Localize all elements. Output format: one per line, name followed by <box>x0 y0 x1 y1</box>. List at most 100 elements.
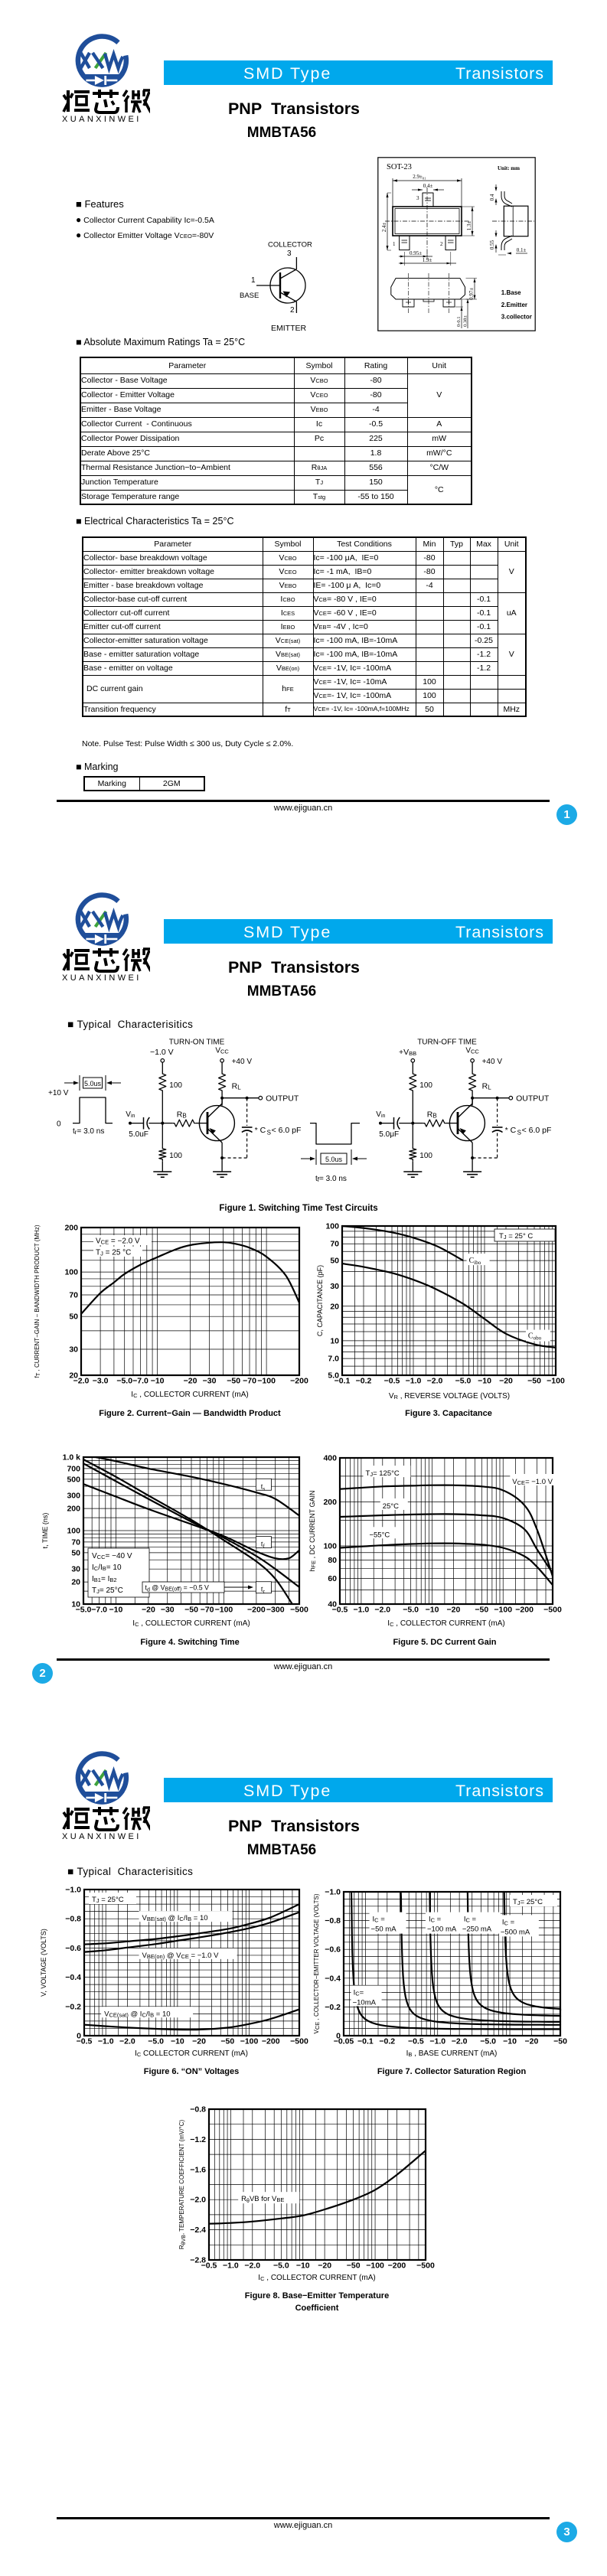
svg-text:2.4±: 2.4± <box>381 223 387 233</box>
svg-text:1.Base: 1.Base <box>501 289 521 296</box>
svg-text:VCE= −1.0 V: VCE= −1.0 V <box>512 1478 553 1486</box>
svg-text:+40 V: +40 V <box>482 1058 503 1066</box>
svg-text:−20: −20 <box>525 2037 539 2046</box>
svg-text:5.0μF: 5.0μF <box>379 1130 399 1139</box>
svg-text:100: 100 <box>67 1527 80 1536</box>
svg-text:−2.0: −2.0 <box>73 1377 90 1386</box>
svg-text:−100: −100 <box>494 1606 512 1615</box>
svg-text:−2.8: −2.8 <box>190 2256 206 2265</box>
svg-text:TURN-ON TIME: TURN-ON TIME <box>169 1039 225 1047</box>
svg-text:TJ= 25°C: TJ= 25°C <box>513 1898 543 1906</box>
svg-text:VCC: VCC <box>215 1047 229 1055</box>
svg-text:200: 200 <box>323 1498 337 1507</box>
svg-text:VCC= −40 V: VCC= −40 V <box>92 1552 132 1560</box>
svg-text:−5.0: −5.0 <box>76 1606 92 1615</box>
svg-text:* C: * C <box>505 1126 517 1135</box>
svg-text:−100: −100 <box>547 1377 565 1386</box>
svg-text:XUANXINWEI: XUANXINWEI <box>62 973 142 983</box>
svg-text:−2.0: −2.0 <box>427 1377 443 1386</box>
svg-text:−0.05: −0.05 <box>334 2037 354 2046</box>
svg-text:C, CAPACITANCE (pF): C, CAPACITANCE (pF) <box>316 1265 324 1336</box>
svg-text:−500: −500 <box>290 2037 308 2046</box>
svg-text:XUANXINWEI: XUANXINWEI <box>62 115 142 124</box>
svg-text:2.Emitter: 2.Emitter <box>501 302 527 308</box>
svg-text:Vin: Vin <box>376 1110 385 1119</box>
svg-text:−10: −10 <box>478 1377 491 1386</box>
svg-text:700: 700 <box>67 1464 80 1473</box>
svg-text:−30: −30 <box>161 1606 175 1615</box>
svg-text:−0.6: −0.6 <box>65 1944 81 1953</box>
svg-text:+VBB: +VBB <box>399 1048 416 1057</box>
svg-text:10: 10 <box>71 1600 80 1609</box>
svg-text:0.55: 0.55 <box>489 240 495 249</box>
svg-text:−5.0: −5.0 <box>273 2261 289 2271</box>
svg-text:−20: −20 <box>184 1377 197 1386</box>
svg-text:RL: RL <box>482 1082 492 1091</box>
svg-text:−0.5: −0.5 <box>332 1606 348 1615</box>
svg-text:−0.5: −0.5 <box>384 1377 400 1386</box>
svg-text:30: 30 <box>330 1282 339 1291</box>
svg-text:−100: −100 <box>240 2037 259 2046</box>
svg-text:30: 30 <box>71 1565 80 1574</box>
svg-text:tr= 3.0 ns: tr= 3.0 ns <box>73 1127 104 1136</box>
svg-text:3.collector: 3.collector <box>501 314 532 321</box>
svg-text:TJ= 125°C: TJ= 125°C <box>366 1469 400 1478</box>
svg-text:−70: −70 <box>201 1606 214 1615</box>
svg-text:EMITTER: EMITTER <box>271 324 306 333</box>
svg-text:−1.0: −1.0 <box>325 1888 341 1897</box>
svg-text:−20: −20 <box>499 1377 513 1386</box>
svg-text:100: 100 <box>323 1541 337 1550</box>
svg-text:fT , CURRENT−GAIN − BANDWIDTH: fT , CURRENT−GAIN − BANDWIDTH PRODUCT (M… <box>34 1224 41 1378</box>
svg-text:RB: RB <box>427 1110 437 1120</box>
svg-text:−10: −10 <box>171 2037 184 2046</box>
svg-text:IC =: IC = <box>373 1916 386 1924</box>
svg-text:−100 mA: −100 mA <box>427 1925 457 1934</box>
svg-text:+10 V: +10 V <box>48 1089 69 1097</box>
svg-text:tf= 3.0 ns: tf= 3.0 ns <box>315 1175 347 1183</box>
svg-text:Unit: mm: Unit: mm <box>498 165 520 171</box>
svg-text:IC =: IC = <box>502 1918 515 1926</box>
svg-text:−50: −50 <box>227 1377 240 1386</box>
svg-text:−100: −100 <box>257 1377 276 1386</box>
svg-text:−300: −300 <box>266 1606 285 1615</box>
svg-text:−3.0: −3.0 <box>93 1377 109 1386</box>
svg-text:−0.8: −0.8 <box>325 1916 341 1925</box>
svg-text:td @ VBE(off) = −0.5 V: td @ VBE(off) = −0.5 V <box>145 1584 210 1593</box>
svg-text:TJ= 25°C: TJ= 25°C <box>92 1586 123 1595</box>
svg-text:−0.4: −0.4 <box>325 1974 341 1983</box>
svg-text:XUANXINWEI: XUANXINWEI <box>62 1832 142 1841</box>
svg-text:−0.8: −0.8 <box>65 1915 81 1924</box>
svg-text:0: 0 <box>336 2032 341 2041</box>
svg-text:−7.0: −7.0 <box>132 1377 148 1386</box>
svg-text:−1.0: −1.0 <box>354 1606 370 1615</box>
svg-text:−2.4: −2.4 <box>190 2225 206 2235</box>
svg-text:−7.0: −7.0 <box>91 1606 107 1615</box>
svg-text:IC =: IC = <box>429 1916 442 1924</box>
svg-text:−70: −70 <box>243 1377 256 1386</box>
svg-text:+40 V: +40 V <box>232 1058 253 1066</box>
svg-text:−0.5: −0.5 <box>201 2261 217 2271</box>
svg-text:−0.5: −0.5 <box>77 2037 93 2046</box>
svg-text:−2.0: −2.0 <box>452 2037 468 2046</box>
svg-text:VBE(sat) @ IC/IB = 10: VBE(sat) @ IC/IB = 10 <box>142 1914 208 1922</box>
svg-text:0: 0 <box>57 1120 61 1129</box>
svg-text:5.0us: 5.0us <box>84 1080 102 1087</box>
svg-text:−2.0: −2.0 <box>119 2037 135 2046</box>
svg-text:50: 50 <box>71 1548 80 1557</box>
svg-text:−2.0: −2.0 <box>244 2261 260 2271</box>
svg-text:3: 3 <box>416 195 419 201</box>
svg-text:V, VOLTAGE (VOLTS): V, VOLTAGE (VOLTS) <box>40 1929 47 1997</box>
svg-text:−200: −200 <box>515 1606 534 1615</box>
svg-text:VR , REVERSE VOLTAGE (VOLTS): VR , REVERSE VOLTAGE (VOLTS) <box>389 1392 510 1400</box>
svg-text:500: 500 <box>67 1475 80 1484</box>
svg-text:200: 200 <box>64 1224 78 1233</box>
svg-text:OUTPUT: OUTPUT <box>516 1094 550 1104</box>
svg-text:IC =: IC = <box>464 1916 477 1924</box>
svg-text:50: 50 <box>69 1312 78 1322</box>
svg-text:IC , COLLECTOR CURRENT (mA): IC , COLLECTOR CURRENT (mA) <box>258 2274 375 2282</box>
svg-text:5.0: 5.0 <box>328 1371 339 1381</box>
svg-text:−0.1: −0.1 <box>357 2037 374 2046</box>
svg-text:−200: −200 <box>247 1606 266 1615</box>
svg-text:−10mA: −10mA <box>353 1998 377 2007</box>
svg-text:−10: −10 <box>151 1377 165 1386</box>
